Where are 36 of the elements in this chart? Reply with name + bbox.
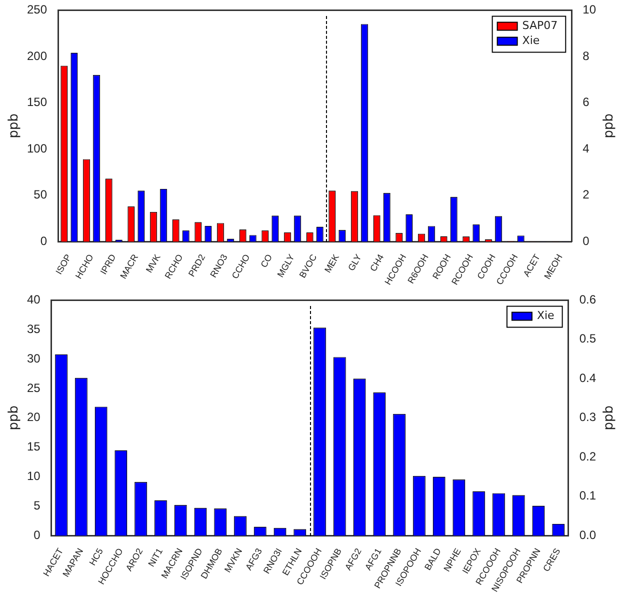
y-tick-label: 200 [26, 48, 48, 63]
y-tick-label: 20 [26, 410, 41, 424]
y2-tick-label: 8 [582, 48, 590, 63]
y2-tick-label: 0.1 [579, 488, 596, 503]
y-tick-label: 35 [26, 322, 41, 336]
y-tick-label: 100 [26, 141, 48, 156]
y2-tick-label: 0.0 [579, 528, 596, 542]
y2-axis-title: ppb [601, 114, 616, 138]
y2-tick-label: 6 [582, 95, 590, 110]
y2-tick-label: 0.3 [579, 410, 596, 424]
y-tick-label: 15 [26, 440, 41, 454]
y-axis-title: ppb [6, 114, 22, 138]
y2-tick-label: 10 [582, 2, 596, 17]
y-tick-label: 5 [34, 498, 41, 512]
y2-tick-label: 0 [582, 234, 590, 248]
y2-axis-title: ppb [601, 406, 616, 430]
y-tick-label: 30 [26, 351, 41, 366]
legend-label: Xie [522, 34, 540, 48]
y2-tick-label: 0.5 [579, 332, 596, 346]
y-tick-label: 150 [26, 95, 48, 110]
y-tick-label: 40 [26, 292, 41, 307]
y2-tick-label: 2 [582, 188, 590, 202]
y-tick-label: 25 [26, 380, 41, 395]
y-axis-title: ppb [6, 406, 22, 430]
y2-tick-label: 0.4 [579, 370, 596, 385]
y-tick-label: 0 [40, 234, 48, 248]
legend-label: Xie [536, 309, 555, 322]
y2-tick-label: 0.2 [579, 449, 596, 464]
y-tick-label: 10 [26, 469, 41, 484]
y2-tick-label: 0.6 [579, 292, 596, 307]
legend-label: SAP07 [522, 19, 558, 32]
y2-tick-label: 4 [582, 141, 590, 156]
y-tick-label: 0 [34, 528, 41, 542]
x-tick-label: CO [258, 252, 274, 270]
y-tick-label: 250 [26, 2, 48, 17]
y-tick-label: 50 [34, 188, 48, 202]
